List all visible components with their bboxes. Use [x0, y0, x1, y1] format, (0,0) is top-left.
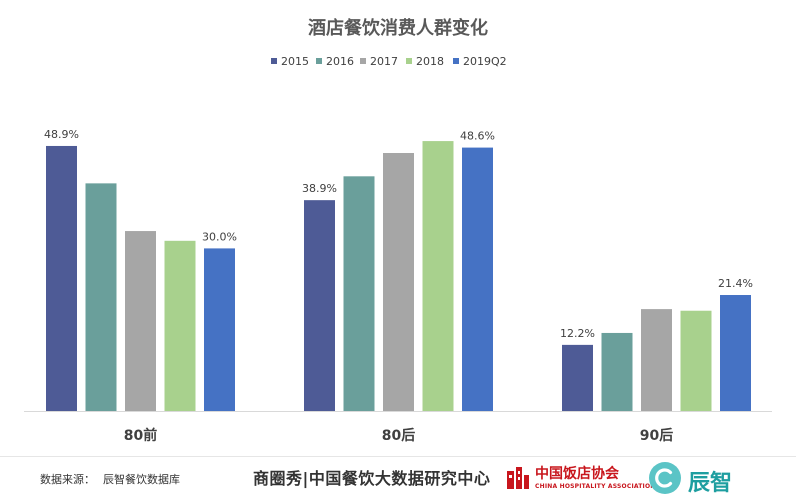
- footer: 数据来源： 辰智餐饮数据库 商圈秀|中国餐饮大数据研究中心 中国饭店协会 CHIN…: [0, 456, 796, 501]
- chenzhi-name: 辰智: [688, 471, 733, 496]
- data-labels-group: 48.9% 30.0% 38.9% 48.6% 12.2% 21.4%: [44, 128, 753, 340]
- bar-80前-2017: [125, 231, 156, 411]
- data-source: 数据来源： 辰智餐饮数据库: [40, 471, 180, 487]
- bar-80前-2016: [85, 183, 117, 411]
- legend-label-2016: 2016: [326, 55, 354, 68]
- chenzhi-c-icon: [649, 462, 681, 494]
- data-label: 30.0%: [202, 230, 237, 243]
- bar-80前-2019Q2: [204, 248, 235, 411]
- bar-80前-2018: [164, 240, 196, 411]
- legend-label-2015: 2015: [281, 55, 309, 68]
- bar-90后-2018: [680, 310, 712, 411]
- legend-swatch-2018: [406, 58, 412, 64]
- legend-swatch-2016: [316, 58, 322, 64]
- chart-title: 酒店餐饮消费人群变化: [308, 17, 488, 39]
- legend: 2015 2016 2017 2018 2019Q2: [271, 55, 507, 68]
- brand-text: 商圈秀|中国餐饮大数据研究中心: [253, 469, 491, 488]
- bar-90后-2016: [601, 332, 633, 411]
- chart: 酒店餐饮消费人群变化 2015 2016 2017 2018 2019Q2 48.9% 3…: [24, 17, 772, 444]
- legend-label-2019Q2: 2019Q2: [463, 55, 507, 68]
- legend-swatch-2019Q2: [453, 58, 459, 64]
- data-source-label: 数据来源：: [40, 473, 95, 486]
- data-label: 48.6%: [460, 130, 495, 143]
- data-label: 21.4%: [718, 277, 753, 290]
- bar-80前-2015: [46, 145, 77, 411]
- bar-80后-2016: [343, 176, 375, 411]
- data-label: 38.9%: [302, 182, 337, 195]
- legend-swatch-2017: [360, 58, 366, 64]
- bar-80后-2018: [422, 141, 454, 412]
- x-tick-labels-group: 80前 80后 90后: [124, 427, 673, 444]
- data-label: 48.9%: [44, 128, 79, 141]
- chenzhi-logo: 辰智: [648, 461, 748, 497]
- x-tick-label: 80前: [124, 427, 157, 444]
- association-name: 中国饭店协会: [535, 466, 619, 482]
- bar-80后-2019Q2: [462, 147, 493, 411]
- bar-90后-2019Q2: [720, 295, 751, 411]
- legend-label-2018: 2018: [416, 55, 444, 68]
- association-name-en: CHINA HOSPITALITY ASSOCIATION: [535, 483, 656, 490]
- x-tick-label: 90后: [640, 427, 673, 444]
- legend-label-2017: 2017: [370, 55, 398, 68]
- china-hospitality-association-logo: 中国饭店协会 CHINA HOSPITALITY ASSOCIATION: [505, 461, 655, 495]
- bar-90后-2017: [641, 309, 672, 411]
- data-source-value: 辰智餐饮数据库: [103, 473, 180, 486]
- bar-80后-2015: [304, 200, 335, 411]
- data-label: 12.2%: [560, 327, 595, 340]
- bar-90后-2015: [562, 344, 593, 411]
- bars-group: [46, 141, 751, 412]
- x-tick-label: 80后: [382, 427, 415, 444]
- legend-swatch-2015: [271, 58, 277, 64]
- bar-80后-2017: [383, 153, 414, 411]
- association-emblem-icon: [507, 467, 529, 489]
